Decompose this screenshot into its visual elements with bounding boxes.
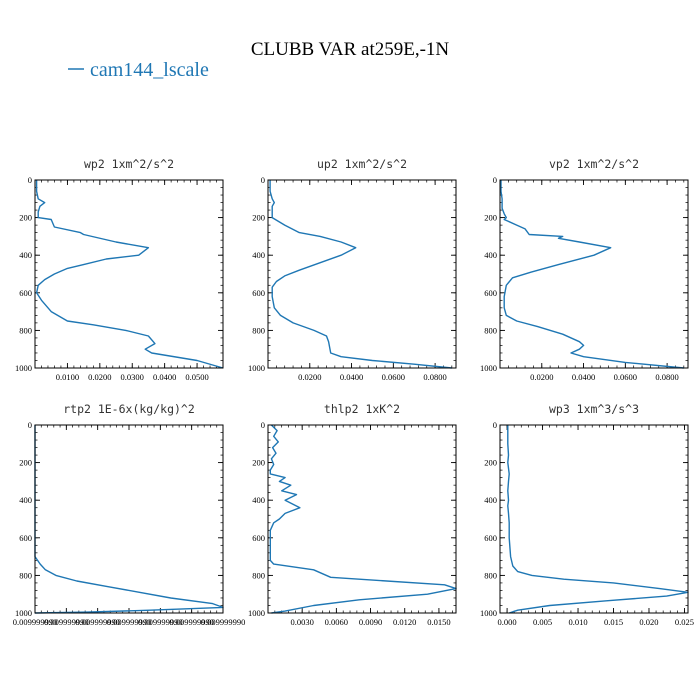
subplot-0: wp2 1xm^2/s^2 0.0100 0.0200 0.0300 0.0400 0.0… bbox=[15, 157, 224, 382]
plot-frame bbox=[34, 424, 224, 614]
x-tick-label: 0.0300 bbox=[121, 372, 144, 382]
y-tick-label: 600 bbox=[252, 533, 265, 543]
y-tick-label: 0 bbox=[261, 175, 265, 185]
x-tick-label: 0.009999990 bbox=[44, 617, 89, 627]
y-tick-label: 600 bbox=[252, 288, 265, 298]
plot-frame bbox=[499, 424, 689, 614]
x-tick-label: 0.009999990 bbox=[138, 617, 183, 627]
y-tick-label: 0 bbox=[28, 420, 32, 430]
x-tick-label: 0.0200 bbox=[530, 372, 553, 382]
y-tick-label: 1000 bbox=[248, 363, 265, 373]
x-tick-label: 0.0600 bbox=[382, 372, 405, 382]
series-line bbox=[500, 180, 684, 369]
y-tick-label: 1000 bbox=[480, 363, 497, 373]
y-tick-label: 200 bbox=[252, 458, 265, 468]
x-tick-label: 0.009999990 bbox=[13, 617, 58, 627]
y-tick-label: 800 bbox=[252, 570, 265, 580]
subplot-title: up2 1xm^2/s^2 bbox=[317, 157, 407, 171]
x-tick-label: 0.0200 bbox=[298, 372, 321, 382]
x-tick-label: 0.0600 bbox=[614, 372, 637, 382]
x-tick-label: 0.0800 bbox=[423, 372, 446, 382]
y-tick-label: 1000 bbox=[15, 363, 32, 373]
y-tick-label: 800 bbox=[19, 325, 32, 335]
x-tick-label: 0.0090 bbox=[359, 617, 382, 627]
y-tick-label: 600 bbox=[19, 533, 32, 543]
x-tick-label: 0.000 bbox=[498, 617, 517, 627]
y-tick-label: 400 bbox=[484, 495, 497, 505]
y-tick-label: 400 bbox=[484, 250, 497, 260]
y-tick-label: 200 bbox=[484, 458, 497, 468]
y-tick-label: 400 bbox=[19, 250, 32, 260]
series-line bbox=[507, 425, 689, 614]
plot-frame bbox=[267, 179, 457, 369]
x-tick-label: 0.015 bbox=[604, 617, 623, 627]
x-tick-label: 0.025 bbox=[675, 617, 694, 627]
y-tick-label: 1000 bbox=[480, 608, 497, 618]
y-tick-label: 200 bbox=[484, 213, 497, 223]
x-tick-label: 0.009999990 bbox=[201, 617, 246, 627]
x-tick-label: 0.0400 bbox=[572, 372, 595, 382]
y-tick-label: 400 bbox=[252, 250, 265, 260]
x-tick-label: 0.0120 bbox=[393, 617, 416, 627]
x-tick-label: 0.0800 bbox=[655, 372, 678, 382]
x-tick-label: 0.020 bbox=[639, 617, 658, 627]
y-tick-label: 600 bbox=[484, 533, 497, 543]
series-line bbox=[269, 424, 457, 614]
subplot-5: wp3 1xm^3/s^3 0.000 0.005 0.010 0.015 0.020 0.… bbox=[480, 402, 694, 627]
x-tick-label: 0.009999990 bbox=[169, 617, 214, 627]
y-tick-label: 600 bbox=[484, 288, 497, 298]
y-tick-label: 0 bbox=[493, 420, 497, 430]
subplot-title: vp2 1xm^2/s^2 bbox=[549, 157, 639, 171]
y-tick-label: 200 bbox=[19, 213, 32, 223]
y-tick-label: 600 bbox=[19, 288, 32, 298]
subplot-2: vp2 1xm^2/s^2 0.0200 0.0400 0.0600 0.0800 0 20… bbox=[480, 157, 689, 382]
subplot-3: rtp2 1E-6x(kg/kg)^20.0099999900.00999999… bbox=[13, 402, 246, 627]
plot-frame bbox=[499, 179, 689, 369]
x-tick-label: 0.0030 bbox=[290, 617, 313, 627]
y-tick-label: 0 bbox=[28, 175, 32, 185]
x-tick-label: 0.010 bbox=[568, 617, 587, 627]
y-tick-label: 800 bbox=[484, 570, 497, 580]
subplot-title: thlp2 1xK^2 bbox=[324, 402, 400, 416]
x-tick-label: 0.009999990 bbox=[75, 617, 120, 627]
x-tick-label: 0.0400 bbox=[340, 372, 363, 382]
plot-frame bbox=[34, 179, 224, 369]
y-tick-label: 800 bbox=[484, 325, 497, 335]
series-line bbox=[34, 425, 224, 614]
subplot-title: wp2 1xm^2/s^2 bbox=[84, 157, 174, 171]
series-line bbox=[35, 180, 224, 369]
x-tick-label: 0.005 bbox=[533, 617, 552, 627]
x-tick-label: 0.0400 bbox=[153, 372, 176, 382]
subplot-title: rtp2 1E-6x(kg/kg)^2 bbox=[63, 402, 195, 416]
subplot-1: up2 1xm^2/s^2 0.0200 0.0400 0.0600 0.0800 0 20… bbox=[248, 157, 457, 382]
y-tick-label: 200 bbox=[252, 213, 265, 223]
x-tick-label: 0.0100 bbox=[56, 372, 79, 382]
y-tick-label: 200 bbox=[19, 458, 32, 468]
y-tick-label: 0 bbox=[261, 420, 265, 430]
x-tick-label: 0.009999990 bbox=[107, 617, 152, 627]
y-tick-label: 400 bbox=[19, 495, 32, 505]
y-tick-label: 0 bbox=[493, 175, 497, 185]
plot-frame bbox=[267, 424, 457, 614]
subplot-grid: wp2 1xm^2/s^20.0100 0.0200 0.0300 0.0400 0.0… bbox=[13, 157, 694, 627]
x-tick-label: 0.0150 bbox=[427, 617, 450, 627]
series-line bbox=[269, 180, 452, 369]
subplot-4: thlp2 1xK^2 0.0030 0.0060 0.0090 0.0120 0.015… bbox=[248, 402, 457, 627]
x-tick-label: 0.0200 bbox=[88, 372, 111, 382]
y-tick-label: 400 bbox=[252, 495, 265, 505]
subplot-title: wp3 1xm^3/s^3 bbox=[549, 402, 639, 416]
legend-label: cam144_lscale bbox=[90, 59, 209, 81]
y-tick-label: 1000 bbox=[248, 608, 265, 618]
figure-legend: cam144_lscale bbox=[68, 59, 209, 81]
y-tick-label: 800 bbox=[252, 325, 265, 335]
x-tick-label: 0.0060 bbox=[325, 617, 348, 627]
y-tick-label: 1000 bbox=[15, 608, 32, 618]
figure-title: CLUBB VAR at259E,-1N bbox=[251, 39, 450, 60]
x-tick-label: 0.0500 bbox=[185, 372, 208, 382]
y-tick-label: 800 bbox=[19, 570, 32, 580]
